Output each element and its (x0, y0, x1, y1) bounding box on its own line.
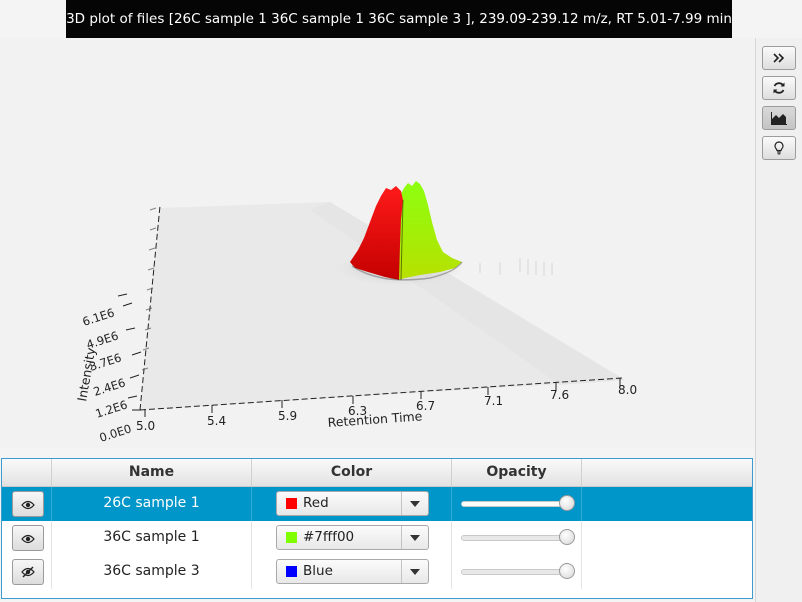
x-tick-label: 8.0 (618, 383, 637, 397)
table-row[interactable]: 26C sample 1 Red (2, 487, 752, 521)
dropdown-arrow-icon[interactable] (401, 492, 428, 515)
color-cell: Red (252, 487, 452, 521)
plot-toolbar (755, 38, 802, 602)
y-axis-minor-ticks (141, 207, 157, 371)
y-tick-label: 2.4E6 (92, 375, 128, 398)
opacity-slider-track[interactable] (461, 501, 573, 507)
column-header-opacity[interactable]: Opacity (452, 459, 582, 486)
x-axis-label: Retention Time (327, 408, 423, 430)
eye-icon (21, 529, 35, 548)
x-tick-label: 5.0 (136, 419, 155, 433)
opacity-slider-track[interactable] (461, 535, 573, 541)
visibility-toggle-button[interactable] (12, 525, 44, 551)
peak-base-outline (351, 261, 463, 281)
peak-36c-sample-1 (398, 181, 462, 280)
y-axis-line (139, 205, 161, 411)
area-chart-icon[interactable] (762, 106, 796, 130)
opacity-slider-thumb[interactable] (559, 495, 575, 511)
column-header-visibility[interactable] (2, 459, 52, 486)
color-cell: #7fff00 (252, 521, 452, 555)
opacity-cell (452, 487, 582, 521)
opacity-cell (452, 521, 582, 555)
visibility-cell (2, 487, 52, 521)
visibility-toggle-button[interactable] (12, 491, 44, 517)
lightbulb-icon[interactable] (762, 136, 796, 160)
table-row[interactable]: 36C sample 1 #7fff00 (2, 521, 752, 555)
plot-title: 3D plot of files [26C sample 1 36C sampl… (66, 0, 732, 38)
filler-cell (582, 555, 752, 589)
color-swatch (286, 566, 297, 577)
opacity-slider-track[interactable] (461, 569, 573, 575)
y-tick-label: 0.0E0 (98, 421, 134, 444)
plot-floor (140, 202, 625, 410)
opacity-slider-thumb[interactable] (559, 563, 575, 579)
table-header: Name Color Opacity (2, 459, 752, 487)
column-header-color[interactable]: Color (252, 459, 452, 486)
opacity-slider-fill (462, 570, 572, 574)
y-tick-label: 1.2E6 (94, 397, 130, 420)
peak-26c-sample-1 (350, 186, 403, 280)
column-header-name[interactable]: Name (52, 459, 252, 486)
color-cell: Blue (252, 555, 452, 589)
dropdown-arrow-icon[interactable] (401, 526, 428, 549)
eye-off-icon (21, 563, 35, 582)
x-tick-label: 5.9 (278, 409, 297, 423)
visibility-toggle-button[interactable] (12, 559, 44, 585)
y-tick-label: 6.1E6 (81, 305, 117, 328)
filler-cell (582, 521, 752, 555)
double-chevron-right-icon[interactable] (762, 46, 796, 70)
3d-plot-area[interactable]: 5.0 5.4 5.9 6.3 6.7 7.1 7.6 8.0 Retentio… (0, 38, 755, 448)
dropdown-arrow-icon[interactable] (401, 560, 428, 583)
color-swatch (286, 498, 297, 509)
color-label: Blue (303, 563, 333, 579)
color-picker-combo[interactable]: Red (276, 491, 429, 516)
x-tick-label: 7.1 (484, 394, 503, 408)
file-name: 36C sample 3 (52, 555, 252, 589)
x-tick-label: 6.3 (348, 404, 367, 418)
color-picker-combo[interactable]: #7fff00 (276, 525, 429, 550)
opacity-slider-fill (462, 536, 572, 540)
x-tick-label: 7.6 (550, 388, 569, 402)
color-swatch (286, 532, 297, 543)
peak-edge-lines (400, 199, 404, 281)
file-name: 26C sample 1 (52, 487, 252, 521)
opacity-cell (452, 555, 582, 589)
opacity-slider-thumb[interactable] (559, 529, 575, 545)
filler-cell (582, 487, 752, 521)
x-axis-ticks (144, 378, 621, 417)
color-label: #7fff00 (303, 529, 355, 545)
color-picker-combo[interactable]: Blue (276, 559, 429, 584)
y-axis-ticks (117, 293, 142, 411)
opacity-slider-fill (462, 502, 572, 506)
table-row[interactable]: 36C sample 3 Blue (2, 555, 752, 589)
file-name: 36C sample 1 (52, 521, 252, 555)
column-header-filler (582, 459, 752, 486)
visibility-cell (2, 521, 52, 555)
x-tick-label: 5.4 (207, 414, 226, 428)
eye-icon (21, 495, 35, 514)
3d-plot-canvas[interactable]: 5.0 5.4 5.9 6.3 6.7 7.1 7.6 8.0 Retentio… (0, 38, 755, 448)
color-label: Red (303, 495, 329, 511)
refresh-icon[interactable] (762, 76, 796, 100)
noise-ripples (479, 258, 553, 276)
files-table: Name Color Opacity 26C sample 1 Red (1, 458, 753, 599)
x-tick-label: 6.7 (416, 399, 435, 413)
visibility-cell (2, 555, 52, 589)
